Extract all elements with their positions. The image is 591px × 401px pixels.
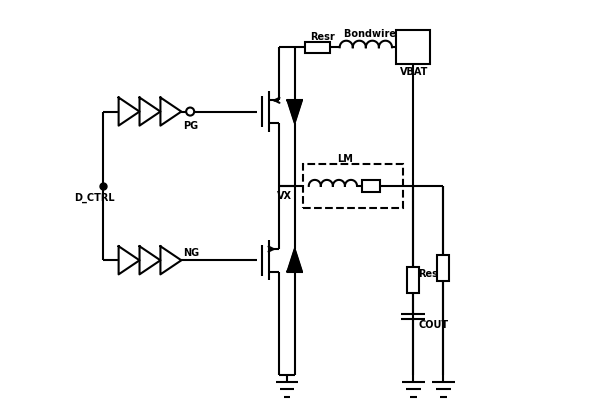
Text: LM: LM: [337, 153, 353, 163]
Bar: [303, 164, 403, 209]
Text: COUT: COUT: [418, 319, 448, 329]
Text: VX: VX: [277, 190, 293, 200]
Bar: [305, 43, 330, 54]
Text: Resr: Resr: [310, 32, 335, 42]
Text: NG: NG: [183, 248, 200, 258]
Text: D_CTRL: D_CTRL: [74, 192, 115, 203]
Bar: [362, 181, 379, 192]
Bar: [407, 268, 420, 294]
Text: PG: PG: [183, 121, 199, 131]
Text: Resr: Resr: [418, 269, 443, 279]
Bar: [396, 31, 430, 65]
Text: Bondwire L: Bondwire L: [344, 29, 405, 39]
Polygon shape: [287, 249, 302, 272]
Polygon shape: [160, 98, 181, 126]
Polygon shape: [139, 98, 160, 126]
Polygon shape: [119, 98, 139, 126]
Polygon shape: [160, 247, 181, 275]
Polygon shape: [287, 101, 302, 124]
Polygon shape: [139, 247, 160, 275]
Bar: [437, 256, 450, 282]
Polygon shape: [119, 247, 139, 275]
Text: VBAT: VBAT: [400, 67, 428, 77]
